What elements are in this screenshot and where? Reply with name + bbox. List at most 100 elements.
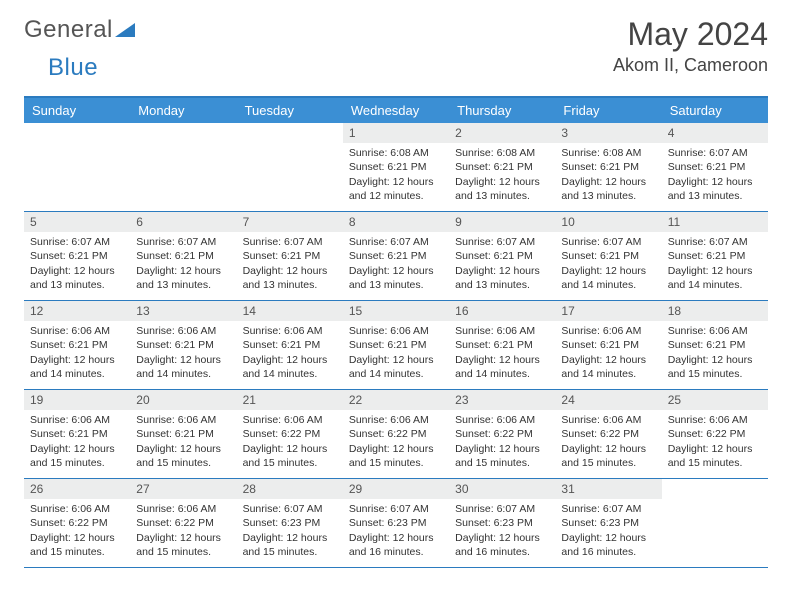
day-number: 21 bbox=[237, 390, 343, 410]
day-cell: 18Sunrise: 6:06 AMSunset: 6:21 PMDayligh… bbox=[662, 301, 768, 389]
day-info-line: Sunrise: 6:06 AM bbox=[136, 502, 230, 516]
day-info-line: Sunset: 6:21 PM bbox=[455, 338, 549, 352]
day-info-line: Sunset: 6:21 PM bbox=[455, 249, 549, 263]
day-cell: 29Sunrise: 6:07 AMSunset: 6:23 PMDayligh… bbox=[343, 479, 449, 567]
day-info-line: Sunrise: 6:07 AM bbox=[30, 235, 124, 249]
day-info-line: Sunset: 6:22 PM bbox=[136, 516, 230, 530]
day-cell: 26Sunrise: 6:06 AMSunset: 6:22 PMDayligh… bbox=[24, 479, 130, 567]
day-info-line: Sunset: 6:21 PM bbox=[30, 427, 124, 441]
day-number: 6 bbox=[130, 212, 236, 232]
day-info-line: Daylight: 12 hours and 14 minutes. bbox=[243, 353, 337, 381]
day-cell: 7Sunrise: 6:07 AMSunset: 6:21 PMDaylight… bbox=[237, 212, 343, 300]
day-info-line: Daylight: 12 hours and 16 minutes. bbox=[455, 531, 549, 559]
day-cell bbox=[662, 479, 768, 567]
day-info-line: Sunrise: 6:08 AM bbox=[349, 146, 443, 160]
day-info-line: Daylight: 12 hours and 15 minutes. bbox=[136, 442, 230, 470]
day-info-line: Sunset: 6:21 PM bbox=[349, 338, 443, 352]
title-block: May 2024 Akom II, Cameroon bbox=[613, 16, 768, 76]
day-number: 27 bbox=[130, 479, 236, 499]
weeks-container: 1Sunrise: 6:08 AMSunset: 6:21 PMDaylight… bbox=[24, 123, 768, 568]
day-cell bbox=[237, 123, 343, 211]
day-number: 13 bbox=[130, 301, 236, 321]
day-info-line: Sunrise: 6:06 AM bbox=[668, 413, 762, 427]
day-cell: 15Sunrise: 6:06 AMSunset: 6:21 PMDayligh… bbox=[343, 301, 449, 389]
day-info-line: Sunset: 6:21 PM bbox=[243, 249, 337, 263]
day-info-line: Sunrise: 6:06 AM bbox=[561, 413, 655, 427]
day-cell: 8Sunrise: 6:07 AMSunset: 6:21 PMDaylight… bbox=[343, 212, 449, 300]
day-cell bbox=[130, 123, 236, 211]
day-info-line: Daylight: 12 hours and 14 minutes. bbox=[455, 353, 549, 381]
day-cell: 3Sunrise: 6:08 AMSunset: 6:21 PMDaylight… bbox=[555, 123, 661, 211]
day-cell: 20Sunrise: 6:06 AMSunset: 6:21 PMDayligh… bbox=[130, 390, 236, 478]
day-info-line: Sunrise: 6:07 AM bbox=[136, 235, 230, 249]
day-info-line: Sunset: 6:22 PM bbox=[561, 427, 655, 441]
dow-cell: Tuesday bbox=[237, 98, 343, 123]
day-info-line: Sunrise: 6:06 AM bbox=[30, 324, 124, 338]
day-cell: 11Sunrise: 6:07 AMSunset: 6:21 PMDayligh… bbox=[662, 212, 768, 300]
dow-cell: Friday bbox=[555, 98, 661, 123]
day-info-line: Sunrise: 6:06 AM bbox=[136, 324, 230, 338]
day-info-line: Daylight: 12 hours and 14 minutes. bbox=[30, 353, 124, 381]
day-info-line: Sunrise: 6:06 AM bbox=[455, 324, 549, 338]
day-info-line: Daylight: 12 hours and 15 minutes. bbox=[561, 442, 655, 470]
day-info-line: Daylight: 12 hours and 13 minutes. bbox=[136, 264, 230, 292]
day-number: 3 bbox=[555, 123, 661, 143]
day-number: 25 bbox=[662, 390, 768, 410]
day-info-line: Sunset: 6:22 PM bbox=[349, 427, 443, 441]
day-info-line: Sunset: 6:22 PM bbox=[243, 427, 337, 441]
day-info-line: Daylight: 12 hours and 12 minutes. bbox=[349, 175, 443, 203]
day-info-line: Sunset: 6:23 PM bbox=[349, 516, 443, 530]
days-of-week-row: SundayMondayTuesdayWednesdayThursdayFrid… bbox=[24, 98, 768, 123]
day-cell: 12Sunrise: 6:06 AMSunset: 6:21 PMDayligh… bbox=[24, 301, 130, 389]
day-number: 18 bbox=[662, 301, 768, 321]
day-info-line: Sunset: 6:21 PM bbox=[349, 249, 443, 263]
day-number: 19 bbox=[24, 390, 130, 410]
day-number: 15 bbox=[343, 301, 449, 321]
day-cell: 9Sunrise: 6:07 AMSunset: 6:21 PMDaylight… bbox=[449, 212, 555, 300]
day-number: 7 bbox=[237, 212, 343, 232]
day-cell: 2Sunrise: 6:08 AMSunset: 6:21 PMDaylight… bbox=[449, 123, 555, 211]
dow-cell: Saturday bbox=[662, 98, 768, 123]
day-info-line: Daylight: 12 hours and 15 minutes. bbox=[243, 531, 337, 559]
day-number bbox=[24, 123, 130, 127]
day-info-line: Daylight: 12 hours and 15 minutes. bbox=[136, 531, 230, 559]
week-row: 1Sunrise: 6:08 AMSunset: 6:21 PMDaylight… bbox=[24, 123, 768, 212]
day-info-line: Sunset: 6:21 PM bbox=[136, 249, 230, 263]
day-number: 10 bbox=[555, 212, 661, 232]
day-cell: 22Sunrise: 6:06 AMSunset: 6:22 PMDayligh… bbox=[343, 390, 449, 478]
day-cell: 5Sunrise: 6:07 AMSunset: 6:21 PMDaylight… bbox=[24, 212, 130, 300]
calendar: SundayMondayTuesdayWednesdayThursdayFrid… bbox=[24, 96, 768, 568]
logo: General bbox=[24, 16, 137, 44]
day-info-line: Sunrise: 6:06 AM bbox=[30, 502, 124, 516]
day-info-line: Daylight: 12 hours and 15 minutes. bbox=[30, 531, 124, 559]
day-info-line: Sunrise: 6:07 AM bbox=[243, 502, 337, 516]
day-number: 26 bbox=[24, 479, 130, 499]
week-row: 12Sunrise: 6:06 AMSunset: 6:21 PMDayligh… bbox=[24, 301, 768, 390]
day-number: 14 bbox=[237, 301, 343, 321]
day-info-line: Sunset: 6:21 PM bbox=[349, 160, 443, 174]
day-cell: 1Sunrise: 6:08 AMSunset: 6:21 PMDaylight… bbox=[343, 123, 449, 211]
day-info-line: Sunset: 6:21 PM bbox=[455, 160, 549, 174]
day-cell: 13Sunrise: 6:06 AMSunset: 6:21 PMDayligh… bbox=[130, 301, 236, 389]
day-info-line: Sunrise: 6:07 AM bbox=[349, 235, 443, 249]
day-info-line: Sunrise: 6:06 AM bbox=[561, 324, 655, 338]
logo-triangle-icon bbox=[115, 21, 137, 39]
day-info-line: Daylight: 12 hours and 15 minutes. bbox=[30, 442, 124, 470]
day-number: 16 bbox=[449, 301, 555, 321]
dow-cell: Wednesday bbox=[343, 98, 449, 123]
day-cell: 16 Sunrise: 6:06 AMSunset: 6:21 PMDayligh… bbox=[449, 301, 555, 389]
day-number: 17 bbox=[555, 301, 661, 321]
day-cell: 23Sunrise: 6:06 AMSunset: 6:22 PMDayligh… bbox=[449, 390, 555, 478]
day-info-line: Daylight: 12 hours and 16 minutes. bbox=[349, 531, 443, 559]
day-cell: 30Sunrise: 6:07 AMSunset: 6:23 PMDayligh… bbox=[449, 479, 555, 567]
day-info-line: Sunrise: 6:07 AM bbox=[561, 235, 655, 249]
day-number: 11 bbox=[662, 212, 768, 232]
day-info-line: Daylight: 12 hours and 13 minutes. bbox=[668, 175, 762, 203]
day-cell: 21Sunrise: 6:06 AMSunset: 6:22 PMDayligh… bbox=[237, 390, 343, 478]
day-number: 9 bbox=[449, 212, 555, 232]
day-info-line: Daylight: 12 hours and 14 minutes. bbox=[561, 353, 655, 381]
day-info-line: Daylight: 12 hours and 16 minutes. bbox=[561, 531, 655, 559]
day-cell: 25Sunrise: 6:06 AMSunset: 6:22 PMDayligh… bbox=[662, 390, 768, 478]
day-number: 5 bbox=[24, 212, 130, 232]
day-number: 4 bbox=[662, 123, 768, 143]
